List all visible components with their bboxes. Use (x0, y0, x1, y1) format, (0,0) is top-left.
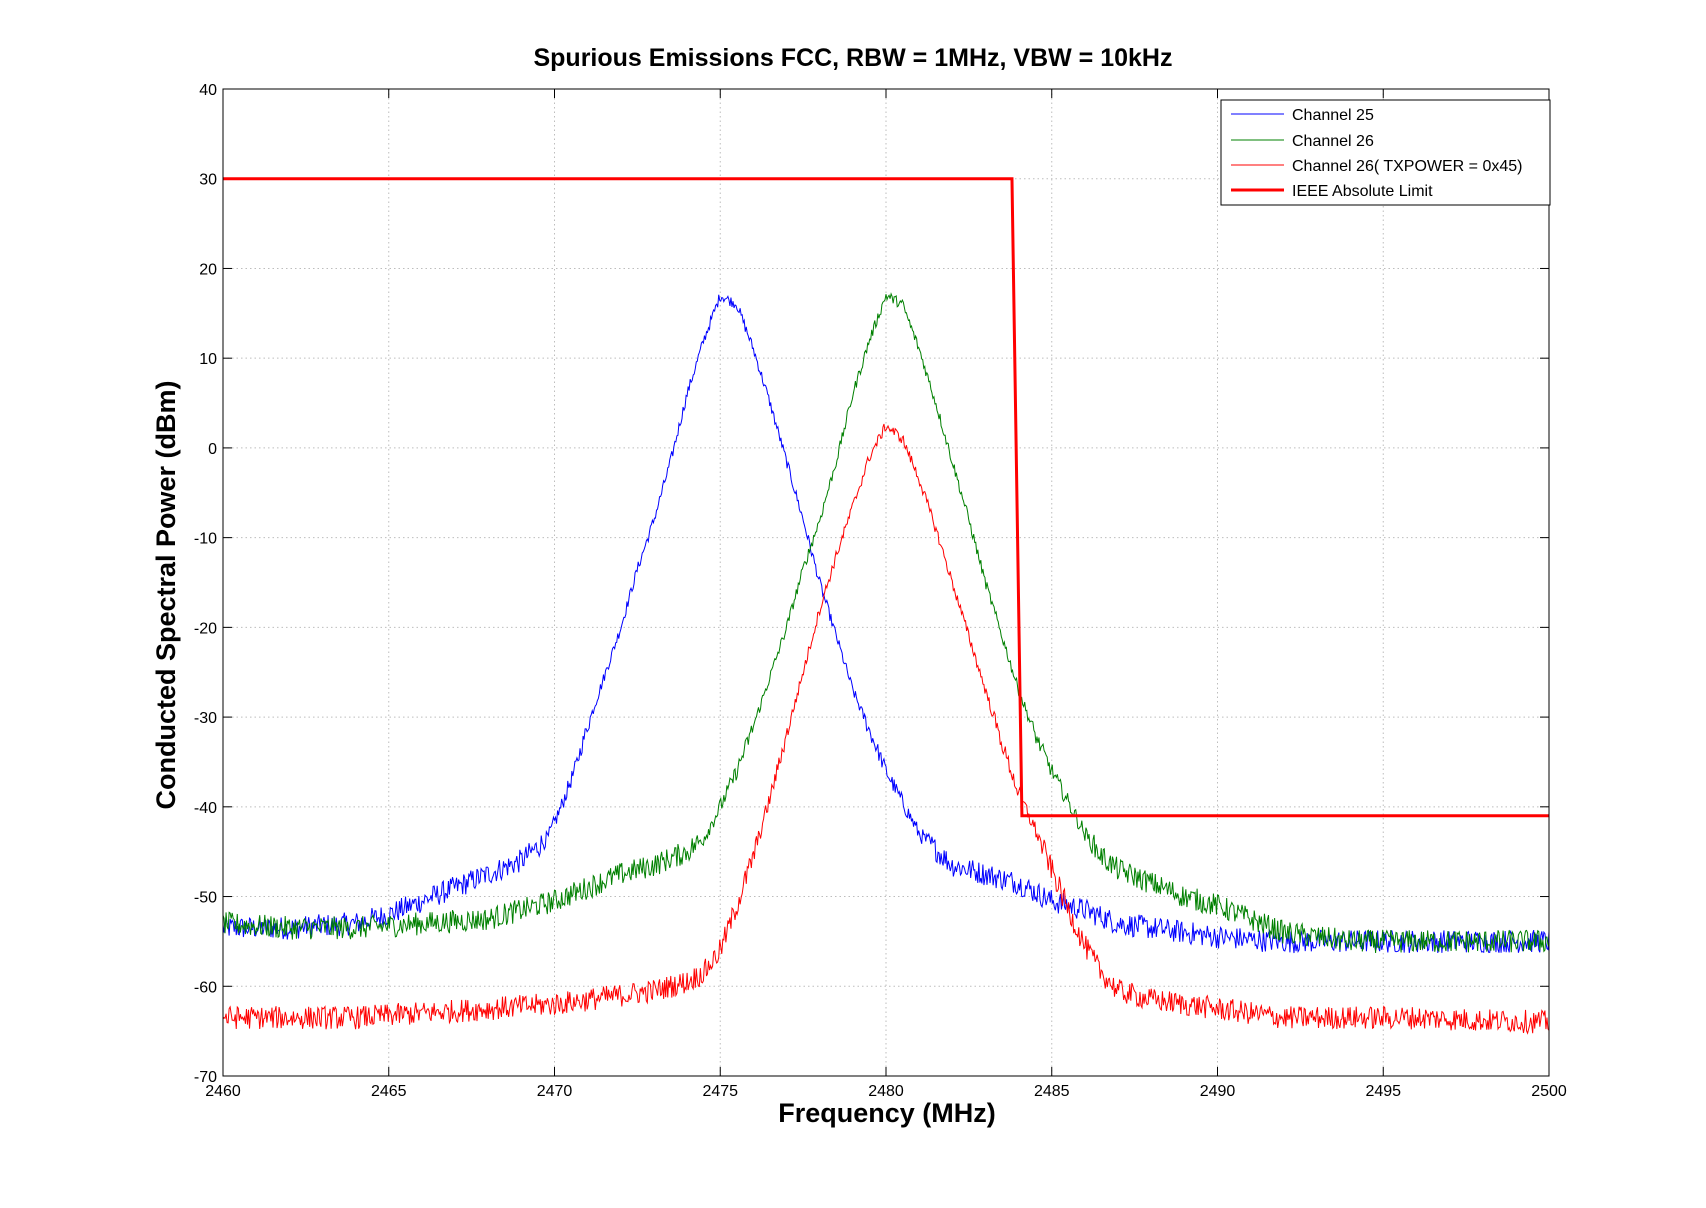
y-tick-label: -50 (194, 890, 217, 907)
series-channel-26-txpower (222, 423, 1550, 1035)
x-tick-label: 2480 (868, 1083, 904, 1100)
legend-box (1220, 99, 1551, 206)
legend-label-channel-26-txpower: Channel 26( TXPOWER = 0x45) (1292, 158, 1522, 175)
y-tick-label: -30 (194, 710, 217, 727)
legend: Channel 25 Channel 26 Channel 26( TXPOWE… (1220, 99, 1551, 206)
y-tick-label: 20 (199, 261, 217, 278)
y-tick-label: -10 (194, 531, 217, 548)
x-tick-label: 2500 (1531, 1083, 1567, 1100)
legend-label-channel-26: Channel 26 (1292, 133, 1374, 150)
x-tick-label: 2460 (205, 1083, 241, 1100)
y-tick-label: -60 (194, 979, 217, 996)
x-axis-label: Frequency (MHz) (778, 1098, 996, 1128)
x-tick-label: 2475 (702, 1083, 738, 1100)
x-tick-label: 2465 (371, 1083, 407, 1100)
legend-label-ieee-limit: IEEE Absolute Limit (1292, 183, 1433, 200)
legend-label-channel-25: Channel 25 (1292, 107, 1374, 124)
ticks-layer: 2460 2465 2470 2475 2480 2485 2490 2495 2500 40 30… (194, 82, 1567, 1100)
chart-title: Spurious Emissions FCC, RBW = 1MHz, VBW … (533, 44, 1172, 72)
x-tick-label: 2490 (1200, 1083, 1236, 1100)
series-channel-26 (222, 292, 1550, 954)
series-layer (222, 177, 1550, 1035)
series-ieee-absolute-limit (223, 177, 1549, 818)
y-tick-label: 10 (199, 351, 217, 368)
y-tick-label: -20 (194, 620, 217, 637)
y-tick-label: 0 (208, 441, 217, 458)
x-tick-label: 2495 (1365, 1083, 1401, 1100)
y-tick-label: -70 (194, 1069, 217, 1086)
y-tick-label: -40 (194, 800, 217, 817)
x-tick-label: 2470 (537, 1083, 573, 1100)
y-tick-label: 30 (199, 172, 217, 189)
y-tick-label: 40 (199, 82, 217, 99)
x-tick-label: 2485 (1034, 1083, 1070, 1100)
y-axis-label: Conducted Spectral Power (dBm) (151, 380, 181, 809)
plot-frame (222, 88, 1550, 1077)
